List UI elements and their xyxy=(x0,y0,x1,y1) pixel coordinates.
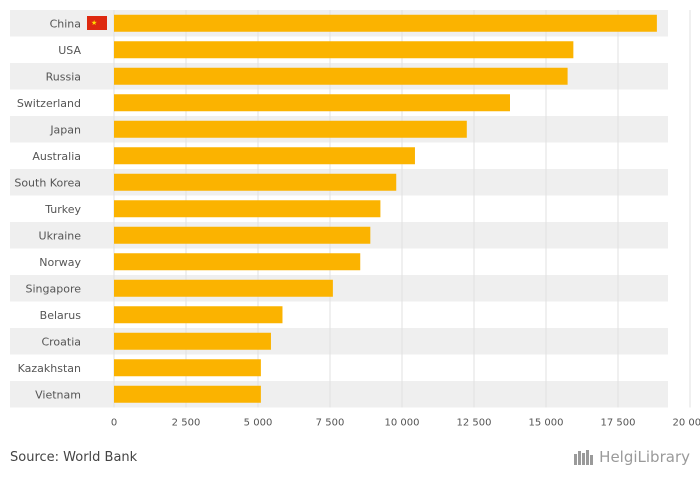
bars xyxy=(114,14,657,403)
bar-chart: China USA Russia Switzerland Japan Australia S… xyxy=(10,10,700,429)
bar-croatia[interactable] xyxy=(114,332,271,350)
category-label: Vietnam xyxy=(35,388,81,401)
footer: Source: World Bank HelgiLibrary xyxy=(0,442,700,476)
bar-belarus[interactable] xyxy=(114,306,283,324)
x-tick-label: 2 500 xyxy=(172,418,201,429)
category-label: China xyxy=(50,17,81,30)
brand-logo: HelgiLibrary xyxy=(573,448,690,466)
brand-text: HelgiLibrary xyxy=(599,448,690,466)
x-tick-label: 15 000 xyxy=(529,418,564,429)
bar-vietnam[interactable] xyxy=(114,385,261,403)
bar-ukraine[interactable] xyxy=(114,226,371,244)
category-label: USA xyxy=(58,44,81,57)
category-labels: China USA Russia Switzerland Japan Australia S… xyxy=(14,17,81,401)
row-band xyxy=(10,328,668,355)
category-label: Belarus xyxy=(40,309,82,322)
row-band xyxy=(10,381,668,408)
category-label: Norway xyxy=(39,256,81,269)
bar-china[interactable] xyxy=(114,14,657,32)
bar-south-korea[interactable] xyxy=(114,173,397,191)
x-tick-label: 5 000 xyxy=(244,418,273,429)
category-label: South Korea xyxy=(14,176,81,189)
x-tick-label: 17 500 xyxy=(601,418,636,429)
bar-usa[interactable] xyxy=(114,41,574,59)
category-label: Ukraine xyxy=(39,229,82,242)
x-tick-label: 20 000 xyxy=(673,418,700,429)
x-tick-label: 10 000 xyxy=(385,418,420,429)
x-axis-ticks: 0 2 500 5 000 7 500 10 000 12 500 15 000 17 500… xyxy=(111,418,700,429)
x-tick-label: 12 500 xyxy=(457,418,492,429)
source-label: Source: World Bank xyxy=(10,450,138,465)
category-label: Croatia xyxy=(41,335,81,348)
bar-turkey[interactable] xyxy=(114,200,381,218)
bar-kazakhstan[interactable] xyxy=(114,359,261,377)
x-tick-label: 0 xyxy=(111,418,117,429)
category-label: Singapore xyxy=(26,282,82,295)
bar-australia[interactable] xyxy=(114,147,415,165)
svg-text:★: ★ xyxy=(91,19,97,27)
row-band xyxy=(10,275,668,302)
bar-russia[interactable] xyxy=(114,67,568,85)
library-icon xyxy=(574,450,594,465)
category-label: Australia xyxy=(32,150,81,163)
bar-japan[interactable] xyxy=(114,120,467,138)
bar-norway[interactable] xyxy=(114,253,361,271)
category-label: Russia xyxy=(46,70,81,83)
bar-switzerland[interactable] xyxy=(114,94,510,112)
china-flag-icon: ★ xyxy=(87,16,107,30)
bar-singapore[interactable] xyxy=(114,279,333,297)
category-label: Kazakhstan xyxy=(18,362,81,375)
category-label: Switzerland xyxy=(17,97,81,110)
x-tick-label: 7 500 xyxy=(316,418,345,429)
category-label: Turkey xyxy=(44,203,81,216)
category-label: Japan xyxy=(49,123,81,136)
